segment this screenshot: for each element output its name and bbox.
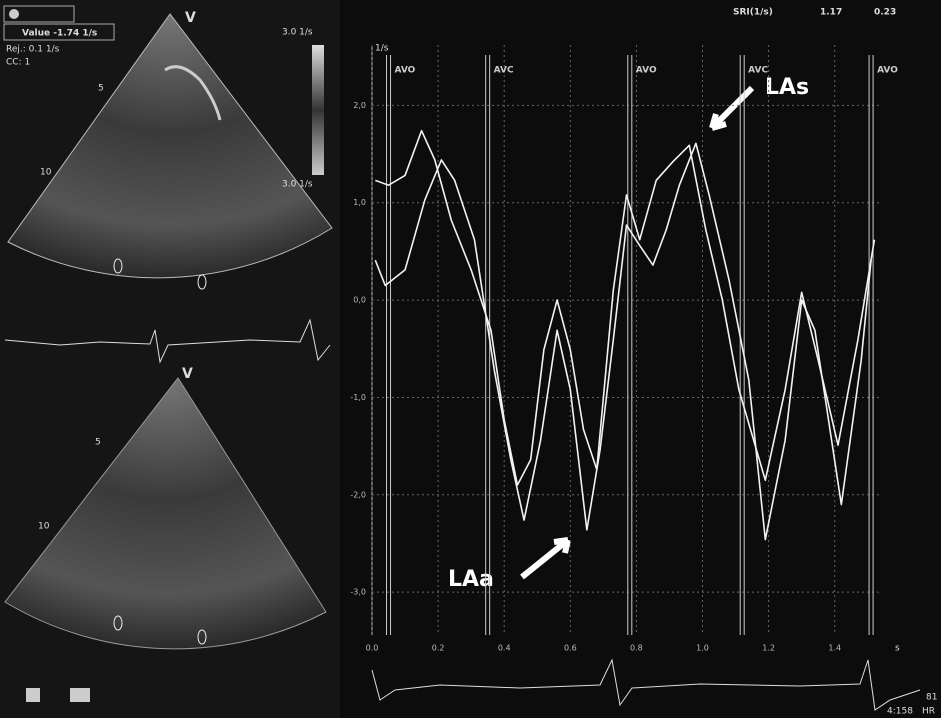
y-tick-label: -1,0 — [350, 393, 366, 402]
footer-time: 4:158 — [887, 707, 913, 717]
event-label: AVO — [877, 66, 898, 76]
y-tick-label: 0,0 — [353, 296, 366, 305]
annotation: LAa — [448, 567, 494, 592]
y-tick-label: 1,0 — [353, 198, 366, 207]
heart-rate: 81 — [926, 693, 937, 703]
screen: Value -1.74 1/s Rej.: 0.1 1/s CC: 1 V 5 … — [0, 0, 941, 718]
header-value: 1.17 — [820, 8, 842, 18]
scale-label: 3.0 1/s — [282, 180, 313, 190]
cc: CC: 1 — [6, 58, 30, 68]
x-tick-label: 0.8 — [630, 644, 643, 653]
x-tick-label: 0.0 — [366, 644, 379, 653]
x-tick-label: 1.2 — [762, 644, 775, 653]
orientation-label: V — [185, 10, 196, 26]
x-tick-label: 1.0 — [696, 644, 709, 653]
chart-panel — [340, 0, 941, 718]
x-tick-label: 0.2 — [432, 644, 445, 653]
y-unit: 1/s — [375, 44, 389, 54]
y-tick-label: -3,0 — [350, 588, 366, 597]
value-readout: Value -1.74 1/s — [22, 29, 97, 39]
header-value: 0.23 — [874, 8, 896, 18]
depth-mark: 10 — [38, 522, 50, 532]
depth-mark: 10 — [40, 168, 52, 178]
event-label: AVO — [636, 66, 657, 76]
x-tick-label: 0.4 — [498, 644, 511, 653]
x-tick-label: 0.6 — [564, 644, 577, 653]
header-label: SRI(1/s) — [733, 8, 773, 18]
tool-button[interactable] — [26, 688, 40, 702]
annotation: LAs — [765, 75, 809, 100]
x-tick-label: 1.4 — [828, 644, 841, 653]
page: Value -1.74 1/s Rej.: 0.1 1/s CC: 1 V 5 … — [0, 0, 941, 718]
y-tick-label: -2,0 — [350, 490, 366, 499]
event-label: AVC — [748, 66, 768, 76]
y-tick-label: 2,0 — [353, 101, 366, 110]
depth-mark: 5 — [98, 84, 104, 94]
heart-rate-label: HR — [922, 707, 935, 717]
rejection: Rej.: 0.1 1/s — [6, 45, 60, 55]
tool-button[interactable] — [70, 688, 90, 702]
event-label: AVC — [494, 66, 514, 76]
scale-label: 3.0 1/s — [282, 28, 313, 38]
icon — [9, 9, 19, 19]
depth-mark: 5 — [95, 438, 101, 448]
color-scale — [312, 45, 324, 175]
orientation-label: V — [182, 366, 193, 382]
x-unit: s — [895, 644, 900, 654]
event-label: AVO — [395, 66, 416, 76]
